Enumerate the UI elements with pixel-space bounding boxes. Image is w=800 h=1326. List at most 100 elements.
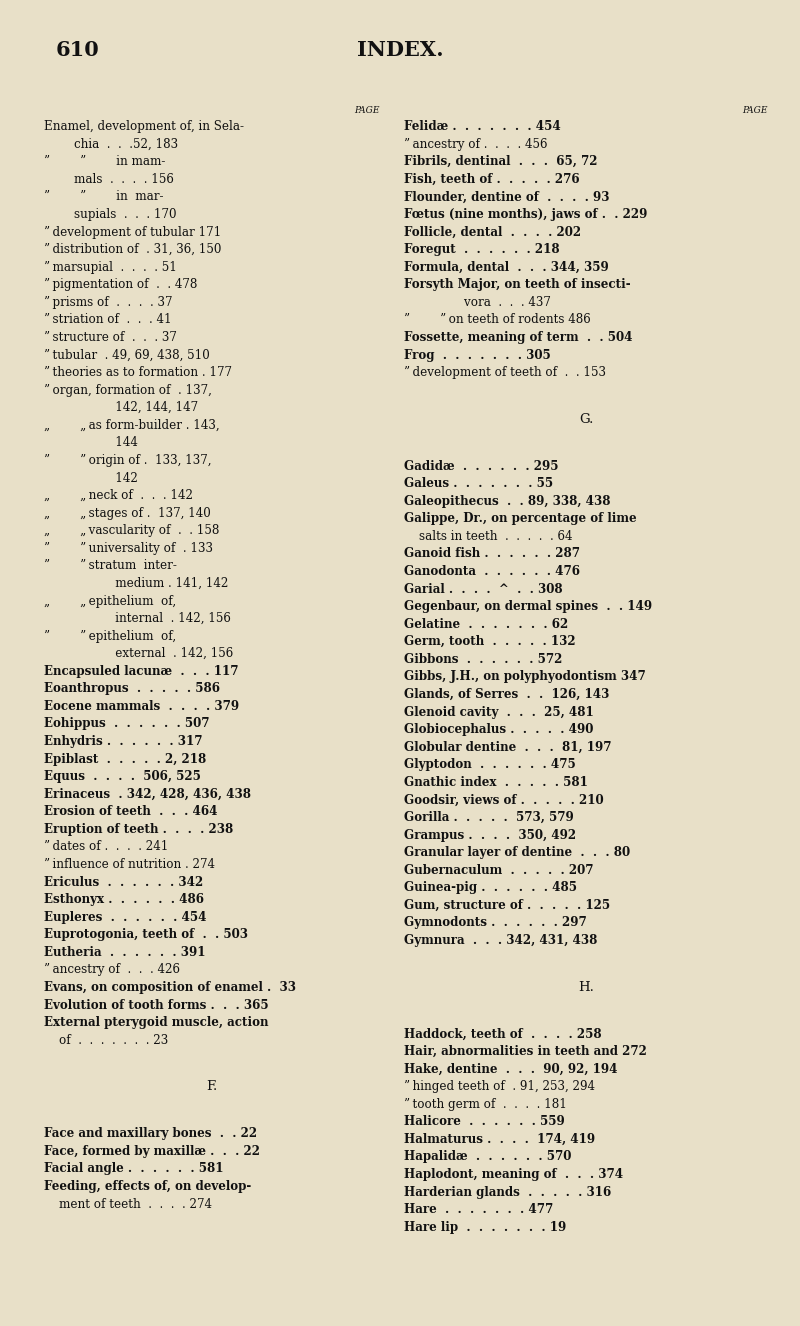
Text: ” tubular  . 49, 69, 438, 510: ” tubular . 49, 69, 438, 510 — [44, 349, 210, 362]
Text: ”        ” origin of .  133, 137,: ” ” origin of . 133, 137, — [44, 453, 211, 467]
Text: F.: F. — [206, 1081, 218, 1094]
Text: Hare  .  .  .  .  .  .  . 477: Hare . . . . . . . 477 — [404, 1203, 554, 1216]
Text: 144: 144 — [44, 436, 138, 450]
Text: ” striation of  .  .  . 41: ” striation of . . . 41 — [44, 313, 172, 326]
Text: Gorilla .  .  .  .  .  573, 579: Gorilla . . . . . 573, 579 — [404, 812, 574, 823]
Text: 610: 610 — [56, 40, 100, 60]
Text: Erinaceus  . 342, 428, 436, 438: Erinaceus . 342, 428, 436, 438 — [44, 788, 251, 801]
Text: Harderian glands  .  .  .  .  . 316: Harderian glands . . . . . 316 — [404, 1185, 611, 1199]
Text: Evolution of tooth forms .  .  . 365: Evolution of tooth forms . . . 365 — [44, 998, 269, 1012]
Text: Gadidæ  .  .  .  .  .  . 295: Gadidæ . . . . . . 295 — [404, 460, 558, 472]
Text: supials  .  .  . 170: supials . . . 170 — [44, 208, 177, 221]
Text: Gelatine  .  .  .  .  .  .  . 62: Gelatine . . . . . . . 62 — [404, 618, 568, 631]
Text: Enhydris .  .  .  .  .  . 317: Enhydris . . . . . . 317 — [44, 735, 202, 748]
Text: Ericulus  .  .  .  .  .  . 342: Ericulus . . . . . . 342 — [44, 875, 203, 888]
Text: Guinea-pig .  .  .  .  .  . 485: Guinea-pig . . . . . . 485 — [404, 882, 577, 894]
Text: „        „ epithelium  of,: „ „ epithelium of, — [44, 594, 176, 607]
Text: Esthonyx .  .  .  .  .  . 486: Esthonyx . . . . . . 486 — [44, 894, 204, 906]
Text: PAGE: PAGE — [742, 106, 768, 115]
Text: G.: G. — [579, 412, 593, 426]
Text: Granular layer of dentine  .  .  . 80: Granular layer of dentine . . . 80 — [404, 846, 630, 859]
Text: ”        ”        in  mar-: ” ” in mar- — [44, 191, 163, 203]
Text: Halmaturus .  .  .  .  174, 419: Halmaturus . . . . 174, 419 — [404, 1132, 595, 1146]
Text: Face, formed by maxillæ .  .  . 22: Face, formed by maxillæ . . . 22 — [44, 1144, 260, 1158]
Text: Glenoid cavity  .  .  .  25, 481: Glenoid cavity . . . 25, 481 — [404, 705, 594, 719]
Text: Globiocephalus .  .  .  .  . 490: Globiocephalus . . . . . 490 — [404, 723, 594, 736]
Text: ” development of teeth of  .  . 153: ” development of teeth of . . 153 — [404, 366, 606, 379]
Text: 142: 142 — [44, 472, 138, 484]
Text: Grampus .  .  .  .  350, 492: Grampus . . . . 350, 492 — [404, 829, 576, 842]
Text: Felidæ .  .  .  .  .  .  . 454: Felidæ . . . . . . . 454 — [404, 121, 561, 133]
Text: Germ, tooth  .  .  .  .  . 132: Germ, tooth . . . . . 132 — [404, 635, 576, 648]
Text: ” dates of .  .  .  . 241: ” dates of . . . . 241 — [44, 841, 168, 854]
Text: Fish, teeth of .  .  .  .  . 276: Fish, teeth of . . . . . 276 — [404, 172, 580, 186]
Text: „        „ as form-builder . 143,: „ „ as form-builder . 143, — [44, 419, 220, 432]
Text: Halicore  .  .  .  .  .  . 559: Halicore . . . . . . 559 — [404, 1115, 565, 1128]
Text: Evans, on composition of enamel .  33: Evans, on composition of enamel . 33 — [44, 981, 296, 994]
Text: Gegenbaur, on dermal spines  .  . 149: Gegenbaur, on dermal spines . . 149 — [404, 601, 652, 613]
Text: ”        ”        in mam-: ” ” in mam- — [44, 155, 166, 168]
Text: INDEX.: INDEX. — [357, 40, 443, 60]
Text: Follicle, dental  .  .  .  . 202: Follicle, dental . . . . 202 — [404, 225, 581, 239]
Text: medium . 141, 142: medium . 141, 142 — [44, 577, 228, 590]
Text: salts in teeth  .  .  .  .  . 64: salts in teeth . . . . . 64 — [404, 530, 573, 542]
Text: Foregut  .  .  .  .  .  . 218: Foregut . . . . . . 218 — [404, 243, 560, 256]
Text: Hair, abnormalities in teeth and 272: Hair, abnormalities in teeth and 272 — [404, 1045, 647, 1058]
Text: internal  . 142, 156: internal . 142, 156 — [44, 613, 231, 625]
Text: Glands, of Serres  .  .  126, 143: Glands, of Serres . . 126, 143 — [404, 688, 610, 701]
Text: chia  .  .  .52, 183: chia . . .52, 183 — [44, 138, 178, 151]
Text: ” structure of  .  .  . 37: ” structure of . . . 37 — [44, 332, 177, 343]
Text: ”        ” stratum  inter-: ” ” stratum inter- — [44, 560, 177, 573]
Text: ” pigmentation of  .  . 478: ” pigmentation of . . 478 — [44, 278, 198, 292]
Text: „        „ stages of .  137, 140: „ „ stages of . 137, 140 — [44, 507, 210, 520]
Text: Hare lip  .  .  .  .  .  .  . 19: Hare lip . . . . . . . 19 — [404, 1221, 566, 1233]
Text: Galeus .  .  .  .  .  .  . 55: Galeus . . . . . . . 55 — [404, 477, 553, 491]
Text: Equus  .  .  .  .  506, 525: Equus . . . . 506, 525 — [44, 770, 201, 784]
Text: Haddock, teeth of  .  .  .  . 258: Haddock, teeth of . . . . 258 — [404, 1028, 602, 1041]
Text: external  . 142, 156: external . 142, 156 — [44, 647, 234, 660]
Text: Erosion of teeth  .  .  . 464: Erosion of teeth . . . 464 — [44, 805, 218, 818]
Text: Eruption of teeth .  .  .  . 238: Eruption of teeth . . . . 238 — [44, 823, 234, 835]
Text: ” organ, formation of  . 137,: ” organ, formation of . 137, — [44, 383, 212, 396]
Text: Flounder, dentine of  .  .  .  . 93: Flounder, dentine of . . . . 93 — [404, 191, 610, 203]
Text: Encapsuled lacunæ  .  .  . 117: Encapsuled lacunæ . . . 117 — [44, 664, 238, 678]
Text: Garial .  .  .  .  ^  .  . 308: Garial . . . . ^ . . 308 — [404, 582, 562, 595]
Text: ” theories as to formation . 177: ” theories as to formation . 177 — [44, 366, 232, 379]
Text: Gnathic index  .  .  .  .  . 581: Gnathic index . . . . . 581 — [404, 776, 588, 789]
Text: Fibrils, dentinal  .  .  .  65, 72: Fibrils, dentinal . . . 65, 72 — [404, 155, 598, 168]
Text: Eohippus  .  .  .  .  .  . 507: Eohippus . . . . . . 507 — [44, 717, 210, 731]
Text: mals  .  .  .  . 156: mals . . . . 156 — [44, 172, 174, 186]
Text: Goodsir, views of .  .  .  .  . 210: Goodsir, views of . . . . . 210 — [404, 793, 604, 806]
Text: „        „ vascularity of  .  . 158: „ „ vascularity of . . 158 — [44, 524, 219, 537]
Text: External pterygoid muscle, action: External pterygoid muscle, action — [44, 1016, 269, 1029]
Text: ”        ” on teeth of rodents 486: ” ” on teeth of rodents 486 — [404, 313, 590, 326]
Text: Galippe, Dr., on percentage of lime: Galippe, Dr., on percentage of lime — [404, 512, 637, 525]
Text: ” tooth germ of  .  .  .  . 181: ” tooth germ of . . . . 181 — [404, 1098, 567, 1111]
Text: Fossette, meaning of term  .  . 504: Fossette, meaning of term . . 504 — [404, 332, 633, 343]
Text: ” prisms of  .  .  .  . 37: ” prisms of . . . . 37 — [44, 296, 173, 309]
Text: Forsyth Major, on teeth of insecti-: Forsyth Major, on teeth of insecti- — [404, 278, 630, 292]
Text: H.: H. — [578, 981, 594, 993]
Text: ” development of tubular 171: ” development of tubular 171 — [44, 225, 222, 239]
Text: Gum, structure of .  .  .  .  . 125: Gum, structure of . . . . . 125 — [404, 899, 610, 912]
Text: of  .  .  .  .  .  .  . 23: of . . . . . . . 23 — [44, 1034, 168, 1046]
Text: Gibbs, J.H., on polyphyodontism 347: Gibbs, J.H., on polyphyodontism 347 — [404, 671, 646, 683]
Text: ” hinged teeth of  . 91, 253, 294: ” hinged teeth of . 91, 253, 294 — [404, 1081, 595, 1093]
Text: Globular dentine  .  .  .  81, 197: Globular dentine . . . 81, 197 — [404, 741, 611, 753]
Text: Formula, dental  .  .  . 344, 359: Formula, dental . . . 344, 359 — [404, 261, 609, 273]
Text: Eupleres  .  .  .  .  .  . 454: Eupleres . . . . . . 454 — [44, 911, 206, 924]
Text: Facial angle .  .  .  .  .  . 581: Facial angle . . . . . . 581 — [44, 1163, 223, 1175]
Text: Gymnodonts .  .  .  .  .  . 297: Gymnodonts . . . . . . 297 — [404, 916, 586, 930]
Text: „        „ neck of  .  .  . 142: „ „ neck of . . . 142 — [44, 489, 193, 503]
Text: ” marsupial  .  .  .  . 51: ” marsupial . . . . 51 — [44, 261, 177, 273]
Text: Gubernaculum  .  .  .  .  . 207: Gubernaculum . . . . . 207 — [404, 863, 594, 876]
Text: Eoanthropus  .  .  .  .  . 586: Eoanthropus . . . . . 586 — [44, 683, 220, 695]
Text: Fœtus (nine months), jaws of .  . 229: Fœtus (nine months), jaws of . . 229 — [404, 208, 647, 221]
Text: Enamel, development of, in Sela-: Enamel, development of, in Sela- — [44, 121, 244, 133]
Text: Epiblast  .  .  .  .  . 2, 218: Epiblast . . . . . 2, 218 — [44, 753, 206, 765]
Text: ment of teeth  .  .  .  . 274: ment of teeth . . . . 274 — [44, 1197, 212, 1211]
Text: Eutheria  .  .  .  .  .  . 391: Eutheria . . . . . . 391 — [44, 945, 206, 959]
Text: vora  .  .  . 437: vora . . . 437 — [404, 296, 551, 309]
Text: Haplodont, meaning of  .  .  . 374: Haplodont, meaning of . . . 374 — [404, 1168, 623, 1181]
Text: Ganoid fish .  .  .  .  .  . 287: Ganoid fish . . . . . . 287 — [404, 548, 580, 561]
